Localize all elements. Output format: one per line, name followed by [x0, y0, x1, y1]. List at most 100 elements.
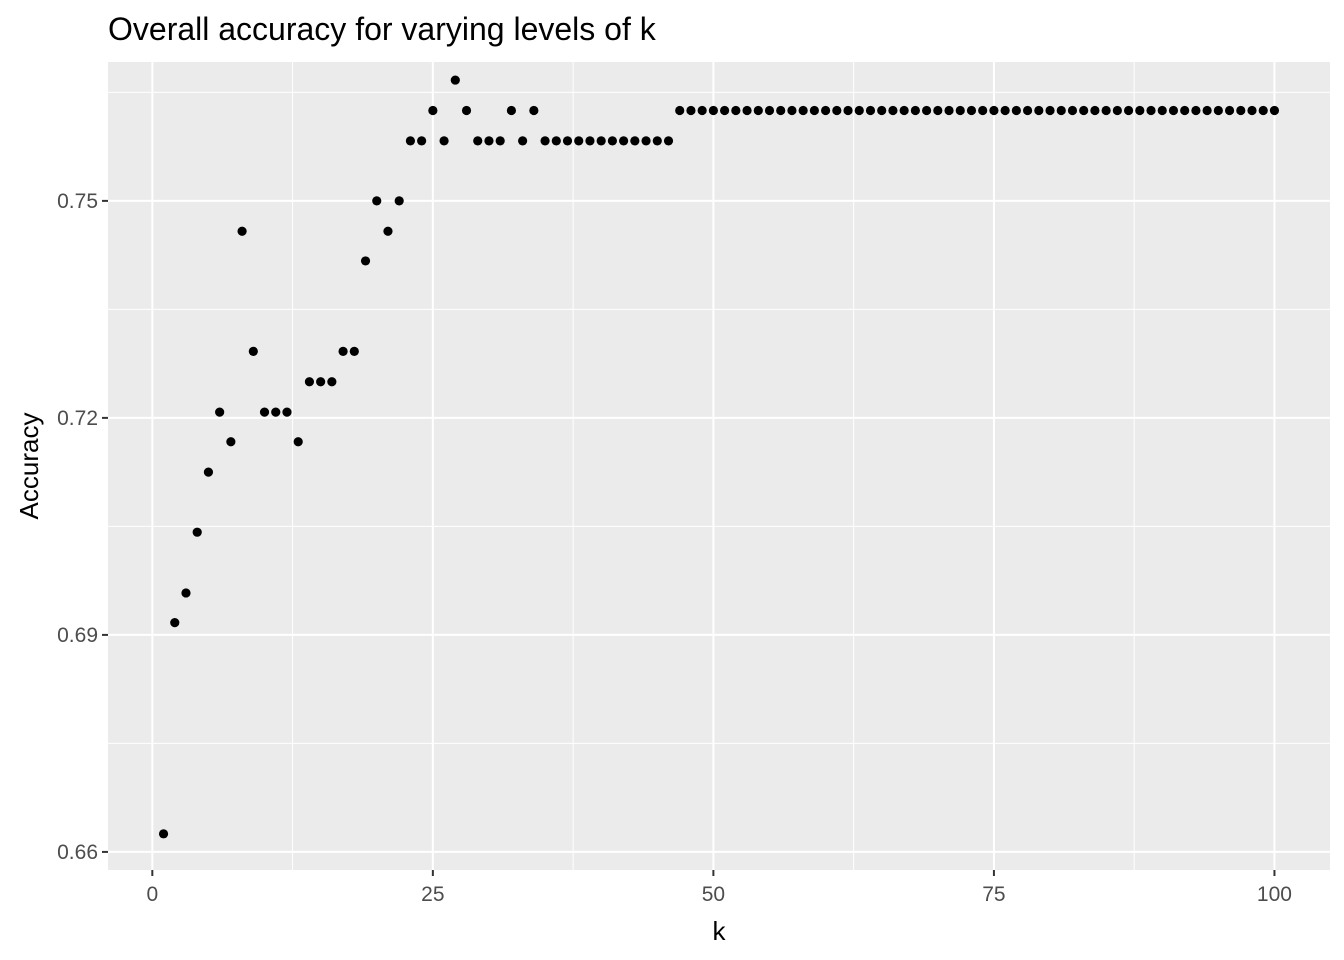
data-point	[1101, 105, 1111, 116]
data-point	[428, 105, 438, 116]
data-point	[518, 136, 528, 146]
data-point	[742, 105, 752, 116]
data-point	[226, 437, 236, 447]
data-point	[731, 105, 741, 116]
data-point	[596, 136, 606, 146]
data-point	[1112, 105, 1122, 116]
data-point	[338, 346, 348, 356]
data-point	[854, 105, 864, 116]
data-points	[158, 75, 1280, 839]
data-point	[776, 105, 786, 116]
x-axis-ticks: 0 25 50 75 100	[146, 870, 1292, 906]
data-point	[798, 105, 808, 116]
data-point	[607, 136, 617, 146]
data-point	[293, 437, 303, 447]
data-point	[630, 136, 640, 146]
data-point	[663, 136, 674, 146]
data-point	[910, 105, 920, 116]
data-point	[237, 226, 247, 236]
data-point	[978, 105, 988, 116]
data-point	[944, 105, 954, 116]
data-point	[843, 105, 853, 116]
data-point	[215, 407, 225, 417]
data-point	[675, 105, 685, 116]
data-point	[562, 136, 573, 146]
data-point	[1157, 105, 1167, 116]
data-point	[304, 377, 315, 387]
data-point	[989, 105, 999, 116]
data-point	[921, 105, 932, 116]
data-point	[585, 136, 595, 146]
data-point	[865, 105, 876, 116]
minor-gridlines	[108, 62, 1330, 870]
data-point	[1224, 105, 1235, 116]
data-point	[506, 105, 517, 116]
y-axis-title: Accuracy	[14, 413, 44, 520]
data-point	[832, 105, 842, 116]
major-gridlines	[108, 62, 1330, 870]
data-point	[697, 105, 707, 116]
data-point	[551, 136, 561, 146]
data-point	[720, 105, 730, 116]
data-point	[1180, 105, 1190, 116]
x-axis-title: k	[713, 916, 727, 946]
data-point	[708, 105, 718, 116]
data-point	[417, 136, 427, 146]
data-point	[877, 105, 887, 116]
data-point	[641, 136, 651, 146]
data-point	[1202, 105, 1212, 116]
data-point	[1135, 105, 1145, 116]
data-point	[1000, 105, 1010, 116]
data-point	[1191, 105, 1201, 116]
data-point	[787, 105, 797, 116]
data-point	[540, 136, 550, 146]
data-point	[529, 105, 539, 116]
data-point	[899, 105, 909, 116]
data-point	[966, 105, 977, 116]
x-tick-label: 75	[982, 883, 1005, 906]
data-point	[259, 407, 270, 417]
data-point	[170, 618, 180, 628]
data-point	[1168, 105, 1179, 116]
x-tick-label: 25	[421, 883, 444, 906]
y-tick-label: 0.69	[57, 624, 98, 647]
data-point	[495, 136, 505, 146]
data-point	[1090, 105, 1100, 116]
x-tick-label: 0	[146, 883, 158, 906]
data-point	[316, 377, 326, 387]
y-tick-label: 0.66	[57, 841, 98, 864]
data-point	[405, 136, 416, 146]
data-point	[327, 377, 337, 387]
data-point	[619, 136, 629, 146]
data-point	[248, 346, 258, 356]
data-point	[394, 196, 404, 206]
data-point	[1034, 105, 1044, 116]
y-axis-ticks: 0.66 0.69 0.72 0.75	[57, 190, 108, 864]
data-point	[1258, 105, 1268, 116]
data-point	[1213, 105, 1223, 116]
data-point	[1236, 105, 1246, 116]
data-point	[271, 407, 281, 417]
chart-title: Overall accuracy for varying levels of k	[108, 11, 657, 47]
data-point	[1146, 105, 1156, 116]
data-point	[181, 588, 191, 598]
data-point	[192, 527, 202, 537]
data-point	[1011, 105, 1021, 116]
data-point	[383, 226, 393, 236]
data-point	[955, 105, 965, 116]
data-point	[652, 136, 662, 146]
data-point	[1022, 105, 1033, 116]
data-point	[473, 136, 483, 146]
data-point	[1079, 105, 1089, 116]
data-point	[349, 346, 359, 356]
data-point	[439, 136, 449, 146]
data-point	[1247, 105, 1257, 116]
data-point	[372, 196, 382, 206]
data-point	[753, 105, 763, 116]
x-tick-label: 100	[1257, 883, 1292, 906]
data-point	[1067, 105, 1078, 116]
data-point	[282, 407, 292, 417]
data-point	[461, 105, 472, 116]
y-tick-label: 0.75	[57, 190, 98, 213]
